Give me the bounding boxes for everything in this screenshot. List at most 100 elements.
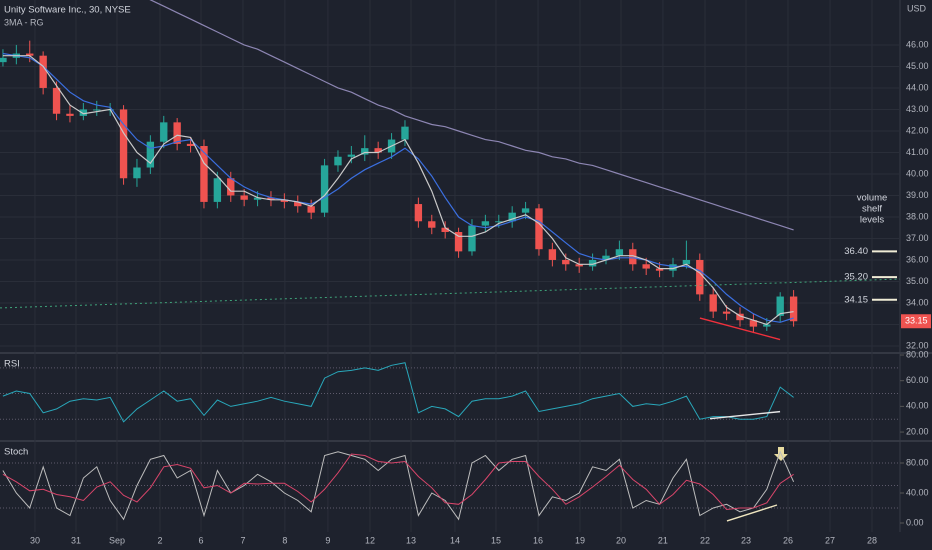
- x-tick-label: Sep: [109, 535, 125, 545]
- candle-body: [240, 195, 248, 200]
- candle-body: [227, 178, 235, 196]
- x-tick-label: 31: [71, 535, 81, 545]
- x-tick-label: 30: [30, 535, 40, 545]
- candle-body: [401, 126, 409, 140]
- candle-body: [548, 249, 557, 260]
- candle-body: [334, 156, 342, 166]
- y-axis-label: USD: [907, 3, 927, 13]
- candle-body: [414, 204, 423, 222]
- candle-body: [26, 53, 34, 56]
- candle-body: [361, 148, 369, 155]
- pane-title: Stoch: [4, 447, 28, 458]
- x-tick-label: 16: [533, 535, 543, 545]
- candle-body: [253, 197, 262, 200]
- level-label: 36.40: [844, 246, 868, 257]
- candle-body: [776, 296, 784, 316]
- x-tick-label: 12: [365, 535, 375, 545]
- candle-body: [682, 259, 691, 265]
- trend-line: [699, 317, 781, 341]
- annotation: volume: [857, 193, 888, 204]
- candle-body: [454, 232, 463, 252]
- x-tick-label: 26: [783, 535, 793, 545]
- candle-body: [173, 122, 181, 144]
- candle-body: [602, 255, 610, 260]
- y-tick-label: 39.00: [906, 190, 929, 200]
- x-tick-label: 13: [406, 535, 416, 545]
- series-line: [149, 0, 794, 231]
- candle-body: [749, 320, 758, 327]
- candle-body: [588, 259, 597, 267]
- candle-body: [709, 294, 717, 312]
- y-tick-label: 37.00: [906, 233, 929, 243]
- level-label: 34.15: [844, 294, 868, 305]
- x-tick-label: 7: [240, 535, 245, 545]
- candle-body: [521, 208, 530, 213]
- candle-body: [615, 249, 624, 256]
- candle-body: [280, 199, 289, 202]
- trend-line: [0, 278, 900, 309]
- candle-body: [789, 296, 798, 322]
- candle-body: [575, 264, 583, 267]
- series-line: [2, 52, 794, 323]
- candle-body: [39, 55, 47, 88]
- candle-body: [294, 201, 302, 207]
- y-tick-label: 46.00: [906, 39, 929, 49]
- x-tick-label: 6: [199, 535, 204, 545]
- series-line: [2, 55, 794, 326]
- y-tick-label: 44.00: [906, 82, 929, 92]
- x-tick-label: 2: [157, 535, 162, 545]
- y-tick-label: 41.00: [906, 147, 929, 157]
- x-tick-label: 22: [700, 535, 710, 545]
- candle-body: [119, 109, 128, 179]
- y-tick-label: 40.00: [906, 401, 929, 411]
- candle-body: [0, 57, 7, 63]
- level-label: 35.20: [844, 272, 868, 283]
- candle-body: [535, 208, 543, 250]
- candle-body: [763, 324, 771, 327]
- candle-body: [79, 109, 88, 116]
- candle-body: [669, 264, 677, 271]
- candle-body: [200, 146, 208, 202]
- candle-body: [320, 165, 329, 213]
- candle-body: [441, 227, 449, 233]
- y-tick-label: 20.00: [906, 426, 929, 436]
- candle-body: [696, 259, 704, 295]
- candle-body: [722, 311, 731, 314]
- candle-body: [160, 122, 168, 142]
- series-line: [2, 362, 794, 423]
- trend-line: [726, 504, 778, 522]
- x-tick-label: 23: [741, 535, 751, 545]
- candle-body: [736, 313, 744, 321]
- candle-body: [347, 154, 356, 157]
- last-price-label: 33.15: [905, 316, 928, 326]
- x-tick-label: 9: [325, 535, 330, 545]
- y-tick-label: 60.00: [906, 375, 929, 385]
- x-tick-label: 14: [450, 535, 460, 545]
- x-tick-label: 19: [575, 535, 585, 545]
- candle-body: [508, 212, 516, 222]
- y-tick-label: 38.00: [906, 211, 929, 221]
- price-clip-group: [0, 0, 900, 341]
- y-tick-label: 34.00: [906, 297, 929, 307]
- candle-body: [428, 221, 436, 228]
- series-line: [2, 453, 794, 511]
- x-tick-label: 15: [491, 535, 501, 545]
- candle-body: [267, 197, 275, 200]
- y-tick-label: 35.00: [906, 276, 929, 286]
- candle-body: [186, 143, 195, 147]
- candle-body: [374, 148, 382, 153]
- candle-body: [655, 268, 664, 271]
- y-tick-label: 40.00: [906, 487, 929, 497]
- y-tick-label: 45.00: [906, 61, 929, 71]
- candle-body: [642, 264, 650, 269]
- x-tick-label: 21: [658, 535, 668, 545]
- y-tick-label: 80.00: [906, 349, 929, 359]
- x-tick-label: 20: [616, 535, 626, 545]
- y-tick-label: 36.00: [906, 254, 929, 264]
- candle-body: [629, 249, 637, 265]
- y-tick-label: 42.00: [906, 125, 929, 135]
